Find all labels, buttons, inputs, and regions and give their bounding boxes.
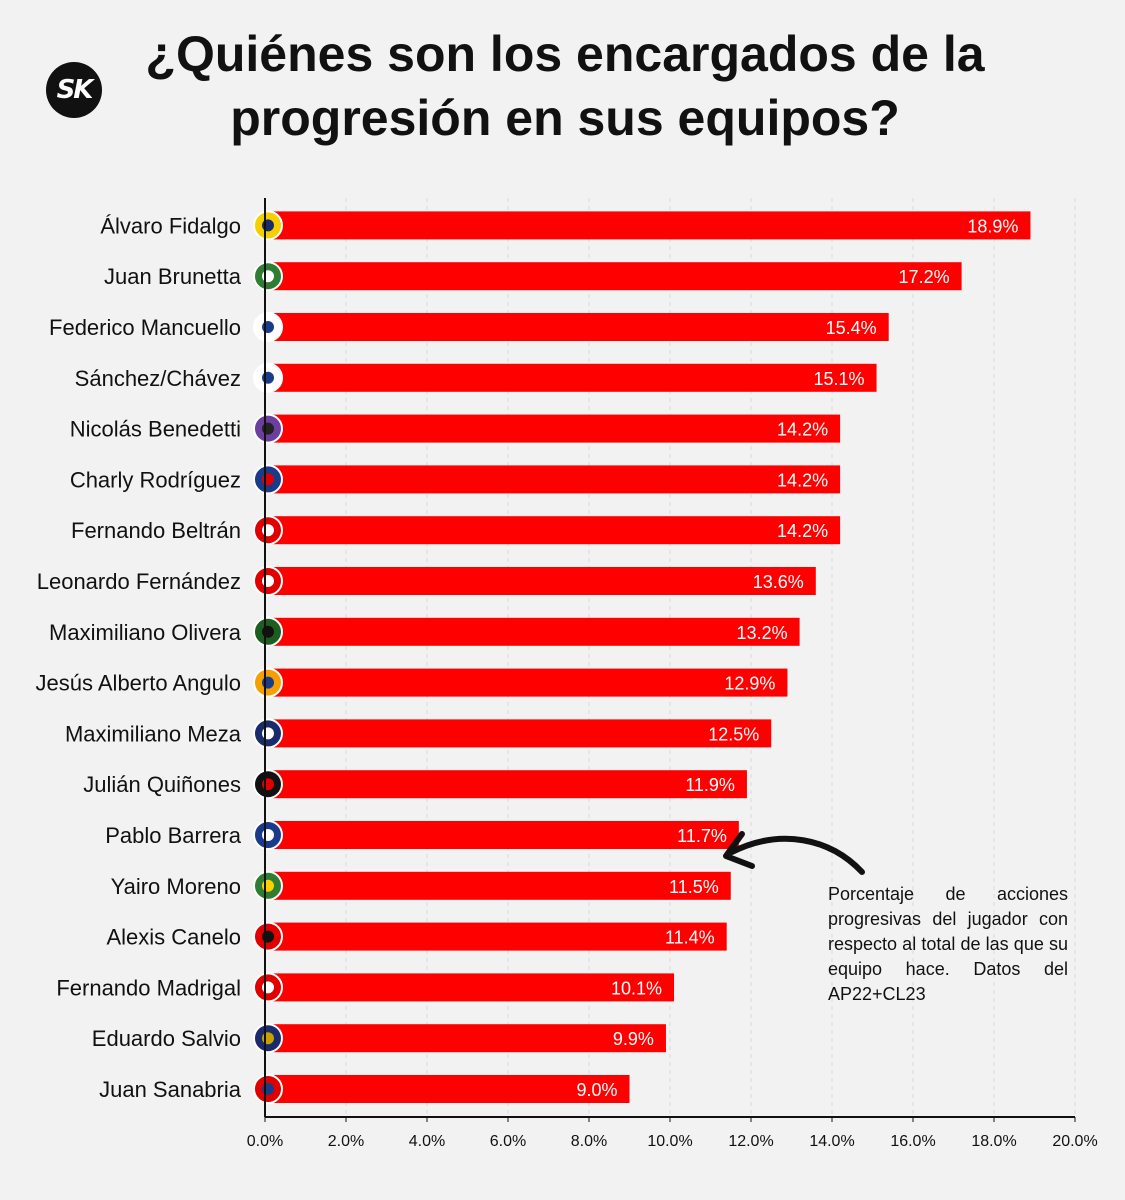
category-label: Charly Rodríguez (70, 467, 241, 492)
category-label: Yairo Moreno (111, 874, 241, 899)
data-label: 13.2% (737, 623, 788, 643)
bar (265, 262, 962, 291)
data-label: 13.6% (753, 572, 804, 592)
data-label: 9.0% (576, 1080, 617, 1100)
bar (265, 668, 788, 697)
team-badge-center (262, 575, 274, 587)
data-label: 17.2% (899, 267, 950, 287)
team-badge-center (262, 270, 274, 283)
x-tick-label: 12.0% (728, 1133, 773, 1150)
bar (265, 922, 727, 951)
bar (265, 1075, 630, 1103)
category-label: Nicolás Benedetti (70, 417, 241, 442)
data-label: 11.9% (685, 775, 735, 795)
x-tick-label: 18.0% (971, 1133, 1016, 1150)
bar (265, 211, 1031, 240)
data-label: 9.9% (613, 1029, 654, 1049)
team-badge-center (262, 1032, 274, 1045)
category-label: Leonardo Fernández (37, 569, 241, 594)
category-label: Fernando Madrigal (56, 975, 241, 1000)
category-label: Alexis Canelo (106, 925, 241, 950)
team-badge-center (262, 1083, 274, 1095)
team-badge-center (262, 879, 274, 892)
x-tick-label: 0.0% (247, 1133, 283, 1150)
team-badge-center (262, 727, 274, 740)
team-badge-center (262, 625, 274, 638)
x-tick-label: 6.0% (490, 1133, 526, 1150)
category-label: Julián Quiñones (83, 772, 241, 797)
chart-annotation: Porcentaje de acciones progresivas del j… (828, 884, 1068, 1004)
bar (265, 821, 739, 849)
team-badge-center (262, 930, 274, 943)
x-tick-label: 4.0% (409, 1133, 445, 1150)
team-badge-center (262, 371, 274, 384)
team-badge-center (262, 219, 274, 232)
category-label: Fernando Beltrán (71, 518, 241, 543)
bar (265, 516, 841, 545)
category-label: Juan Brunetta (104, 264, 242, 289)
bar (265, 617, 800, 646)
data-label: 18.9% (967, 216, 1018, 236)
team-badge-center (262, 524, 274, 537)
data-label: 11.4% (665, 928, 715, 948)
category-label: Eduardo Salvio (92, 1026, 241, 1051)
x-tick-label: 2.0% (328, 1133, 364, 1150)
bar (265, 414, 841, 443)
category-label: Maximiliano Meza (65, 721, 242, 746)
category-label: Federico Mancuello (49, 315, 241, 340)
bar (265, 719, 772, 748)
data-label: 15.1% (814, 369, 865, 389)
data-label: 14.2% (777, 470, 828, 490)
data-label: 15.4% (826, 318, 877, 338)
bar (265, 973, 675, 1002)
x-tick-label: 10.0% (647, 1133, 692, 1150)
team-badge-center (262, 981, 274, 994)
data-label: 12.5% (708, 724, 759, 744)
bar (265, 363, 877, 392)
bar (265, 770, 747, 799)
category-label: Maximiliano Olivera (49, 620, 242, 645)
x-tick-label: 14.0% (809, 1133, 854, 1150)
brand-logo: SK (46, 62, 102, 118)
data-label: 14.2% (777, 420, 828, 440)
team-badge-center (262, 778, 274, 791)
bar (265, 465, 841, 494)
x-tick-label: 20.0% (1052, 1133, 1097, 1150)
bar (265, 313, 889, 341)
team-badge-center (262, 321, 274, 333)
data-label: 10.1% (611, 978, 662, 998)
data-label: 11.7% (677, 826, 727, 846)
category-label: Álvaro Fidalgo (100, 213, 241, 238)
x-tick-label: 8.0% (571, 1133, 607, 1150)
team-badge-center (262, 473, 274, 486)
team-badge-center (262, 829, 274, 841)
data-label: 12.9% (724, 674, 775, 694)
category-label: Juan Sanabria (99, 1077, 242, 1102)
bar (265, 871, 731, 900)
x-tick-label: 16.0% (890, 1133, 935, 1150)
category-label: Pablo Barrera (105, 823, 242, 848)
chart-title: ¿Quiénes son los encargados de la progre… (145, 26, 985, 146)
data-label: 11.5% (669, 877, 719, 897)
team-badge-center (262, 676, 274, 689)
data-label: 14.2% (777, 521, 828, 541)
annotation-arrow (729, 835, 865, 875)
category-label: Sánchez/Chávez (75, 366, 241, 391)
bar (265, 567, 816, 595)
team-badge-center (262, 422, 274, 435)
bar (265, 1024, 666, 1053)
annotation-arrowhead (723, 831, 755, 869)
category-label: Jesús Alberto Angulo (36, 671, 241, 696)
